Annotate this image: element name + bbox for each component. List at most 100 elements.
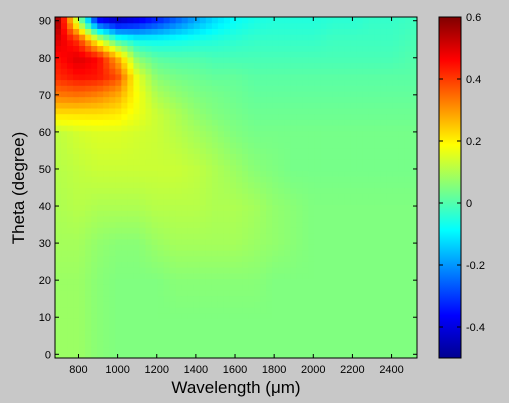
heatmap-cell [67, 329, 74, 336]
heatmap-cell [193, 346, 201, 353]
heatmap-cell [193, 39, 201, 47]
heatmap-cell [254, 198, 261, 206]
heatmap-cell [217, 215, 225, 223]
heatmap-cell [199, 147, 207, 154]
heatmap-cell [266, 181, 273, 189]
heatmap-cell [199, 193, 207, 200]
heatmap-cell [266, 107, 273, 115]
heatmap-cell [205, 278, 213, 285]
heatmap-cell [410, 119, 417, 126]
heatmap-cell [398, 85, 406, 92]
heatmap-cell [55, 147, 62, 154]
heatmap-cell [109, 272, 116, 280]
heatmap-cell [368, 119, 376, 126]
heatmap-cell [145, 130, 153, 137]
heatmap-cell [236, 318, 243, 325]
heatmap-cell [67, 17, 74, 24]
heatmap-cell [410, 198, 417, 206]
heatmap-cell [133, 284, 141, 291]
heatmap-cell [193, 198, 201, 206]
heatmap-cell [55, 204, 62, 211]
heatmap-cell [386, 278, 394, 285]
heatmap-cell [199, 329, 207, 336]
heatmap-cell [61, 187, 68, 194]
heatmap-cell [157, 68, 165, 75]
heatmap-cell [338, 90, 346, 98]
heatmap-cell [362, 147, 370, 154]
heatmap-cell [302, 295, 309, 302]
heatmap-cell [163, 306, 171, 314]
heatmap-cell [356, 181, 364, 189]
heatmap-cell [326, 181, 334, 189]
heatmap-cell [374, 215, 382, 223]
heatmap-cell [61, 329, 68, 336]
heatmap-cell [368, 45, 376, 52]
heatmap-cell [302, 39, 309, 47]
heatmap-cell [127, 250, 135, 257]
heatmap-cell [248, 176, 255, 183]
heatmap-cell [386, 113, 394, 120]
heatmap-cell [296, 130, 303, 137]
heatmap-cell [248, 170, 255, 177]
heatmap-cell [248, 73, 255, 81]
heatmap-cell [398, 272, 406, 280]
heatmap-cell [332, 39, 340, 47]
x-tick-label: 1600 [223, 364, 247, 376]
heatmap-cell [272, 323, 279, 331]
heatmap-cell [187, 295, 195, 302]
heatmap-cell [254, 301, 261, 308]
heatmap-cell [187, 22, 195, 29]
heatmap-cell [398, 22, 406, 29]
heatmap-cell [211, 181, 219, 189]
heatmap-cell [248, 51, 255, 58]
heatmap-cell [356, 244, 364, 251]
heatmap-cell [229, 232, 237, 240]
heatmap-cell [85, 153, 92, 160]
heatmap-cell [374, 159, 382, 166]
heatmap-cell [133, 170, 141, 177]
heatmap-cell [254, 142, 261, 149]
heatmap-cell [145, 73, 153, 81]
heatmap-cell [115, 142, 122, 149]
heatmap-cell [290, 34, 297, 41]
heatmap-cell [187, 232, 195, 240]
heatmap-cell [404, 301, 412, 308]
heatmap-cell [278, 136, 285, 143]
heatmap-cell [127, 244, 135, 251]
heatmap-cell [55, 232, 62, 240]
heatmap-cell [314, 227, 322, 234]
heatmap-cell [392, 221, 400, 228]
heatmap-cell [205, 335, 213, 342]
heatmap-cell [73, 255, 80, 262]
heatmap-cell [344, 124, 352, 132]
heatmap-cell [229, 51, 237, 58]
heatmap-cell [326, 318, 334, 325]
heatmap-cell [314, 267, 322, 274]
heatmap-cell [205, 56, 213, 64]
heatmap-cell [133, 301, 141, 308]
heatmap-cell [79, 215, 86, 223]
heatmap-cell [193, 73, 201, 81]
heatmap-cell [151, 22, 159, 29]
heatmap-cell [362, 28, 370, 35]
heatmap-cell [260, 244, 267, 251]
heatmap-cell [217, 62, 225, 69]
heatmap-cell [404, 90, 412, 98]
heatmap-cell [181, 119, 189, 126]
heatmap-cell [278, 45, 285, 52]
heatmap-cell [133, 113, 141, 120]
heatmap-cell [368, 232, 376, 240]
heatmap-cell [67, 340, 74, 348]
heatmap-cell [386, 164, 394, 172]
heatmap-cell [332, 284, 340, 291]
heatmap-cell [103, 318, 110, 325]
heatmap-cell [145, 102, 153, 109]
heatmap-cell [272, 153, 279, 160]
heatmap-cell [272, 79, 279, 86]
heatmap-cell [163, 318, 171, 325]
heatmap-cell [109, 323, 116, 331]
heatmap-cell [115, 90, 122, 98]
heatmap-cell [266, 62, 273, 69]
heatmap-cell [181, 153, 189, 160]
heatmap-cell [362, 136, 370, 143]
